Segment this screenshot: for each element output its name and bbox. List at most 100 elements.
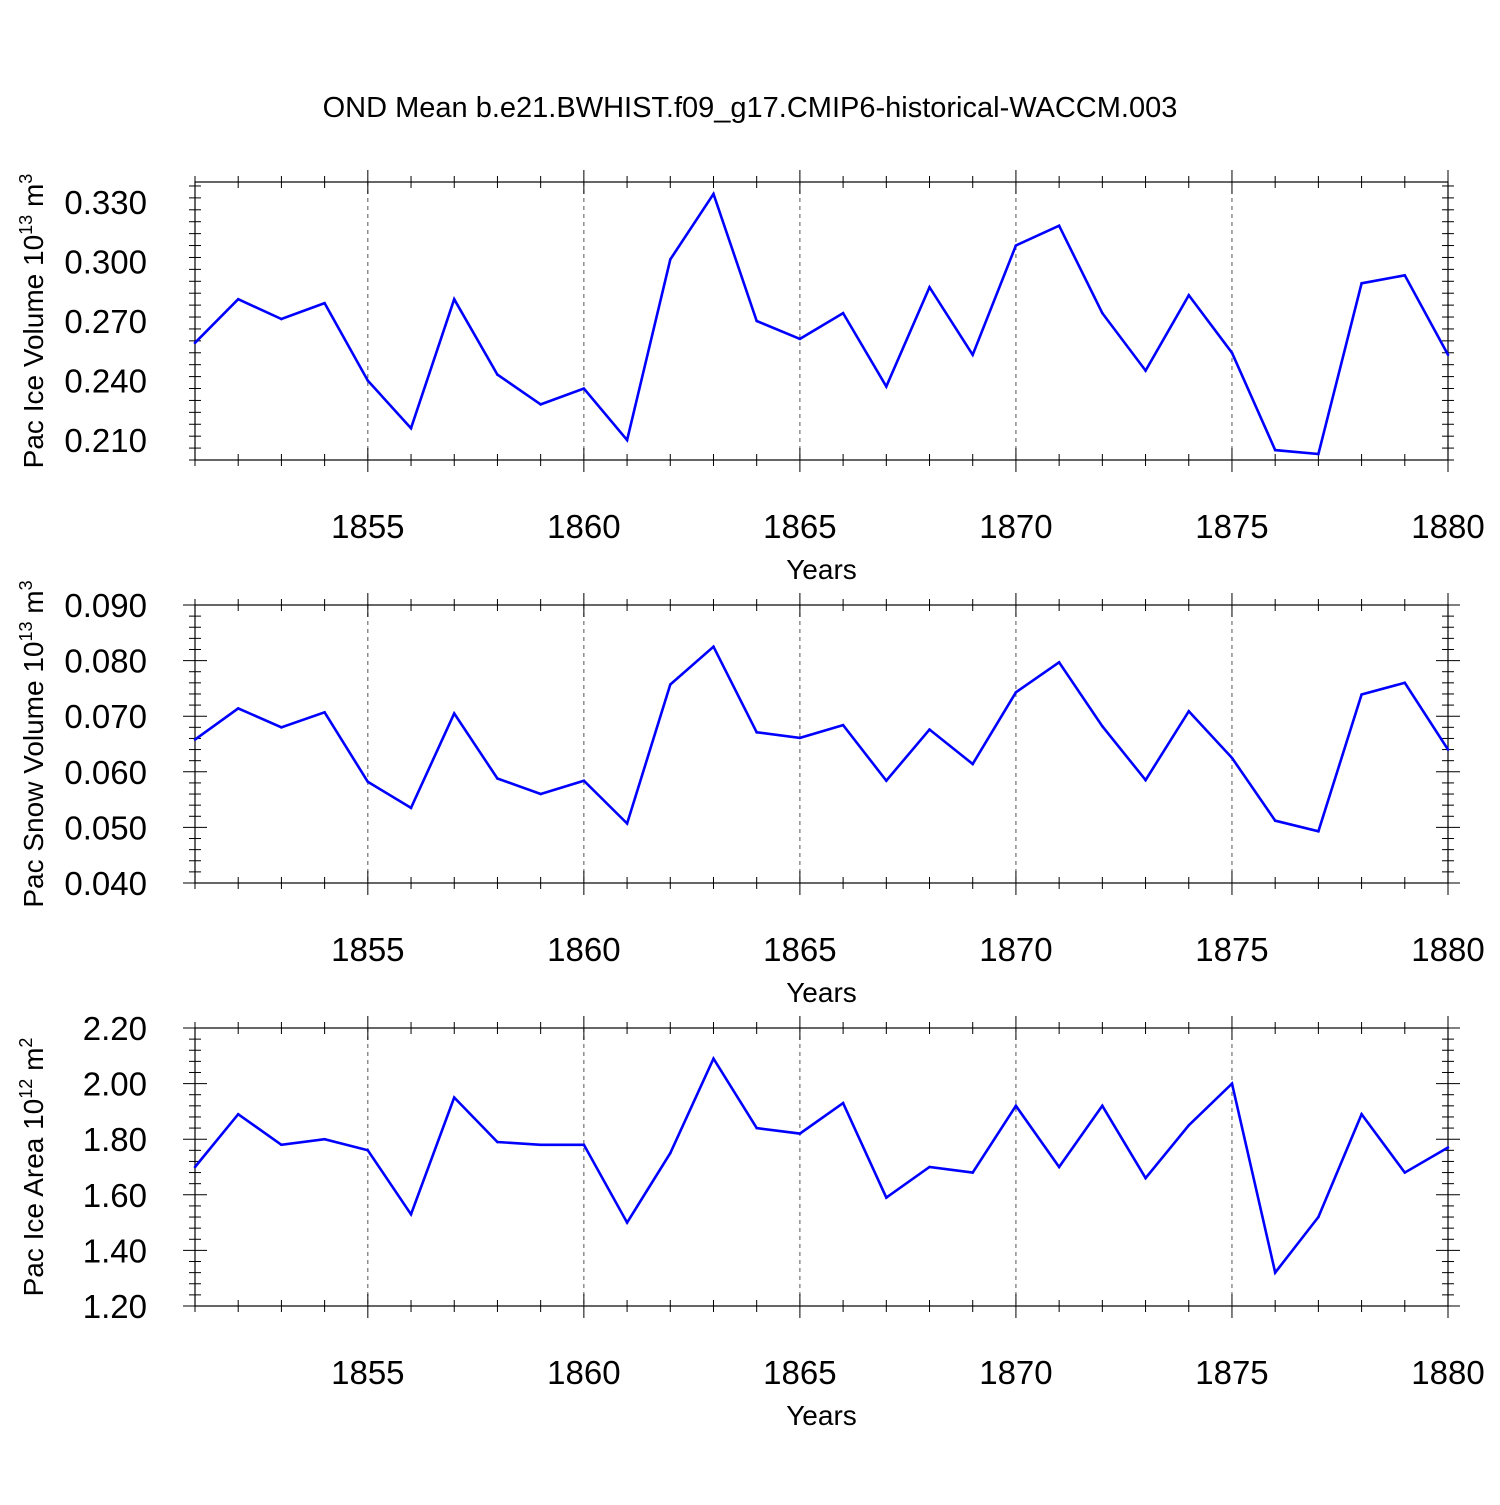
- figure-title: OND Mean b.e21.BWHIST.f09_g17.CMIP6-hist…: [322, 92, 1178, 124]
- data-point: [323, 1137, 326, 1141]
- data-point: [1403, 681, 1407, 685]
- data-point: [582, 779, 586, 782]
- data-point: [668, 1151, 672, 1155]
- data-point: [496, 373, 499, 376]
- x-axis-label: Years: [786, 1400, 857, 1431]
- y-tick-label: 1.80: [83, 1121, 147, 1158]
- data-point: [323, 301, 326, 305]
- y-tick-label: 0.060: [64, 754, 147, 791]
- x-tick-label: 1880: [1411, 508, 1484, 545]
- data-point: [366, 780, 370, 784]
- data-point: [1403, 1171, 1407, 1174]
- x-tick-label: 1865: [763, 1354, 836, 1391]
- data-point: [1230, 1082, 1234, 1085]
- data-point: [971, 353, 975, 357]
- data-point: [1273, 448, 1277, 452]
- data-point: [1230, 756, 1234, 760]
- y-axis-label: Pac Ice Volume 1013 m3: [16, 174, 49, 469]
- data-point: [971, 762, 975, 766]
- data-point: [409, 1212, 413, 1216]
- y-axis-label-superscript: 13: [16, 621, 36, 641]
- data-point: [755, 319, 758, 323]
- data-point: [625, 822, 629, 825]
- y-tick-label: 0.240: [64, 363, 147, 400]
- data-point: [971, 1171, 975, 1174]
- data-point: [1317, 452, 1320, 456]
- x-tick-label: 1860: [547, 508, 620, 545]
- y-tick-label: 2.00: [83, 1066, 147, 1103]
- x-axis-label: Years: [786, 977, 857, 1008]
- y-tick-label: 0.210: [64, 422, 147, 459]
- plot-frame: [194, 181, 1449, 461]
- data-point: [928, 285, 931, 289]
- data-point: [236, 297, 240, 301]
- y-axis-label-part: Pac Ice Area 10: [18, 1099, 49, 1297]
- y-axis-label-superscript: 13: [16, 215, 36, 235]
- chart-panel-3: 1.20 1.40 1.60 1.80 2.00 2.20 1855 1860 1865 1870…: [16, 1010, 1485, 1431]
- data-point: [193, 1165, 197, 1169]
- y-tick-label: 0.330: [64, 184, 147, 221]
- y-axis-label-part: Pac Snow Volume 10: [18, 641, 49, 907]
- data-point: [928, 728, 931, 731]
- data-point: [1014, 690, 1018, 694]
- data-point: [1360, 1112, 1363, 1116]
- series-line: [193, 1055, 1449, 1276]
- x-axis-label: Years: [786, 554, 857, 585]
- x-tick-label: 1880: [1411, 1354, 1484, 1391]
- y-tick-label: 0.070: [64, 698, 147, 735]
- data-point: [1273, 819, 1277, 823]
- data-point: [625, 438, 629, 442]
- data-point: [625, 1221, 629, 1224]
- data-point: [409, 806, 413, 810]
- data-point: [582, 1143, 586, 1147]
- data-point: [539, 792, 542, 796]
- y-axis-label-part: m: [18, 1048, 49, 1079]
- y-tick-label: 0.080: [64, 643, 147, 680]
- data-point: [323, 711, 326, 714]
- data-point: [1057, 224, 1061, 227]
- data-point: [1360, 281, 1363, 285]
- data-point: [539, 1143, 542, 1147]
- x-tick-label: 1855: [331, 508, 404, 545]
- series-line: [194, 190, 1450, 456]
- data-point: [712, 1057, 715, 1060]
- data-point: [1187, 293, 1191, 297]
- y-axis-label-part: m: [18, 184, 49, 215]
- data-point: [1014, 1104, 1018, 1108]
- data-point: [1360, 693, 1363, 696]
- data-point: [280, 1143, 283, 1147]
- data-point: [236, 1112, 240, 1116]
- x-tick-label: 1865: [763, 508, 836, 545]
- data-point: [798, 337, 802, 341]
- data-point: [1101, 724, 1104, 728]
- data-point: [1057, 660, 1061, 664]
- x-tick-label: 1870: [979, 931, 1052, 968]
- data-point: [1144, 369, 1147, 372]
- data-point: [668, 258, 672, 261]
- data-point: [1446, 353, 1450, 357]
- data-point: [1317, 829, 1320, 833]
- data-point: [928, 1165, 931, 1169]
- x-tick-label: 1880: [1411, 931, 1484, 968]
- y-tick-label: 1.40: [83, 1232, 147, 1269]
- data-point: [755, 1126, 758, 1130]
- plot-frame: [194, 604, 1449, 884]
- data-point: [1187, 1124, 1191, 1127]
- data-point: [582, 387, 586, 390]
- x-tick-label: 1855: [331, 931, 404, 968]
- data-point: [1273, 1271, 1277, 1274]
- data-point: [755, 731, 758, 734]
- y-tick-label: 2.20: [83, 1010, 147, 1047]
- y-tick-label: 0.300: [64, 243, 147, 280]
- data-point: [193, 341, 197, 345]
- data-point: [452, 297, 456, 301]
- y-tick-label: 0.050: [64, 809, 147, 846]
- series-line: [194, 644, 1450, 833]
- data-point: [712, 192, 715, 196]
- data-point: [496, 777, 499, 780]
- data-point: [841, 723, 845, 727]
- y-tick-label: 0.040: [64, 865, 147, 902]
- data-point: [841, 1101, 845, 1105]
- data-point: [452, 1096, 456, 1099]
- y-axis-label-superscript: 12: [16, 1079, 36, 1099]
